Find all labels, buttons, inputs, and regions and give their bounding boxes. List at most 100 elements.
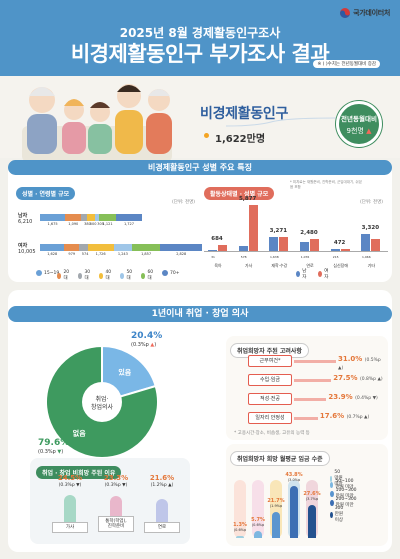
act-cat-2: 재학·수강: [271, 263, 288, 268]
male-label: 남자: [18, 213, 28, 219]
act-cat-5: 기타: [367, 263, 376, 268]
factor-val-2: 23.9% (0.4%p ▼): [328, 393, 378, 401]
wage-pct-4: 27.6%: [303, 491, 321, 498]
wage-legend-3: 200~300만원 미만: [330, 497, 359, 508]
age-legend-5: 60대: [141, 270, 155, 281]
pie-label-1: 없음: [73, 429, 86, 438]
reasons-chart: 24.5% (0.3%p ▼) 가사 23.3% (0.3%p ▼) 통학(학업), 진학…: [30, 470, 190, 544]
act-total-5: 3,320: [361, 224, 380, 231]
factor-bar-3: [294, 417, 318, 420]
act-mlabel-4: 215: [332, 255, 339, 259]
up-arrow-icon: ▲: [150, 342, 155, 348]
family-illustration: [22, 84, 172, 162]
factor-val-3: 17.6% (0.7%p ▲): [319, 412, 370, 420]
factor-bar-1: [294, 379, 332, 382]
activity-unit: (단위: 천명): [360, 200, 384, 205]
wage-bar-2: [272, 512, 280, 538]
section1-title: 비경제활동인구 성별 주요 특징: [8, 160, 392, 175]
section1-panel: [8, 160, 392, 282]
act-mlabel-0: 31: [211, 255, 215, 259]
legend-male: 남자: [296, 268, 308, 280]
reasons-tag: 취업 · 창업 비희망 주된 이유: [36, 460, 122, 479]
factor-row-2: 적성·전공 23.9% (0.4%p ▼): [248, 393, 384, 407]
reason-cat-1: 통학(학업), 진학준비: [98, 516, 134, 532]
act-cat-0: 육아: [214, 263, 222, 268]
yes-change: (0.3%p ▲): [131, 342, 157, 348]
act-bar-female-2: [279, 236, 289, 251]
pie-center-label-1: 창업의사: [91, 403, 114, 411]
reason-bar-0: [64, 494, 76, 528]
act-bar-male-1: [238, 245, 248, 251]
wage-change-1: (0.6%p: [251, 523, 265, 528]
act-total-3: 2,480: [300, 229, 318, 236]
factor-bar-2: [294, 398, 327, 401]
down-arrow-icon: ▼: [57, 449, 62, 455]
reason-pct-0: 24.5%: [57, 474, 83, 482]
age-legend-4: 50대: [120, 270, 134, 281]
wage-bar-1: [254, 531, 262, 538]
pie-center-label-0: 취업·: [96, 395, 109, 403]
taegeuk-icon: [340, 8, 351, 18]
wage-pill-0: [234, 480, 246, 538]
act-bar-female-4: [340, 248, 350, 251]
female-seg-6: [160, 244, 203, 251]
act-bar-male-2: [269, 236, 279, 251]
legend-female: 여자: [318, 268, 330, 280]
female-seg-3: [87, 244, 114, 251]
age-legend-3: 40대: [99, 270, 113, 281]
female-seg-label-6: 2,828: [176, 252, 187, 256]
header-note: ※ ( )수치는 전년동월대비 증감: [313, 60, 380, 68]
reason-change-0: (0.3%p ▼): [58, 483, 82, 488]
reason-change-2: (1.2%p ▲): [150, 483, 174, 488]
wage-change-2: (1.9%p: [269, 504, 283, 509]
header-subtitle: 2025년 8월 경제활동인구조사: [119, 26, 281, 40]
male-seg-0: [40, 214, 66, 221]
yes-pct: 20.4%: [131, 331, 163, 341]
hero-value: 1,622만명: [215, 134, 266, 145]
wage-legend-2: 100~300만원 미만: [330, 488, 359, 499]
female-seg-label-2: 574: [81, 252, 89, 256]
act-mlabel-5: 1,966: [362, 255, 371, 259]
act-bar-male-5: [361, 233, 371, 251]
act-bar-female-1: [248, 205, 258, 251]
age-legend-1: 20대: [57, 270, 71, 281]
factor-label-3: 일자리 안정성: [248, 412, 292, 424]
act-cat-3: 연로: [306, 263, 314, 268]
wage-legend-1: 50~100만원 미만: [330, 479, 356, 490]
act-baseline: [204, 251, 388, 252]
male-seg-1: [65, 214, 82, 221]
act-bar-male-0: [208, 250, 217, 251]
wage-change-4: (3.7%p: [305, 497, 319, 502]
reason-bar-2: [156, 498, 168, 528]
badge-value: 9천명 ▲: [346, 127, 372, 135]
male-seg-label-1: 1,090: [68, 222, 79, 226]
female-seg-0: [40, 244, 65, 251]
act-bar-female-0: [218, 245, 227, 251]
up-arrow-icon: ▲: [366, 127, 372, 135]
pie-label-0: 있음: [118, 367, 131, 376]
act-mlabel-3: 1,076: [300, 255, 310, 259]
factor-label-1: 수입·임금: [248, 374, 292, 386]
female-seg-label-5: 1,857: [141, 252, 152, 256]
page-title: 비경제활동인구 부가조사 결과: [70, 42, 330, 66]
female-seg-label-3: 1,726: [95, 252, 106, 256]
male-seg-label-5: 1,121: [102, 222, 113, 226]
factor-row-1: 수입·임금 27.5% (0.8%p ▲): [248, 374, 384, 388]
reason-cat-0: 가사: [52, 522, 88, 533]
female-seg-5: [132, 244, 161, 251]
hero-wave: [226, 117, 336, 127]
factor-row-0: 근무여건* 31.0% (0.5%p ▲): [248, 355, 384, 371]
wage-bar-4: [308, 505, 316, 538]
male-total: 6,210: [18, 219, 33, 225]
female-seg-2: [79, 244, 88, 251]
hero-label: 비경제활동인구: [200, 106, 289, 122]
reason-change-1: (0.3%p ▼): [104, 483, 128, 488]
factor-bar-0: [294, 360, 336, 363]
female-total: 10,005: [18, 249, 36, 255]
wage-legend-4: 300만원 이상: [330, 506, 347, 523]
activity-chart: 684 육아 31 5,877 가사 578 3,271 재학·수강 1,638 2,480 연로 1…: [204, 196, 388, 268]
age-legend-0: 15~19: [36, 270, 59, 276]
activity-note: * 미치료는 재원준비, 진학준비, 군입대대기, 쉬었음 포함: [290, 180, 362, 189]
logo-text: 국가데이터처: [353, 9, 390, 17]
act-mlabel-2: 1,638: [270, 255, 279, 259]
